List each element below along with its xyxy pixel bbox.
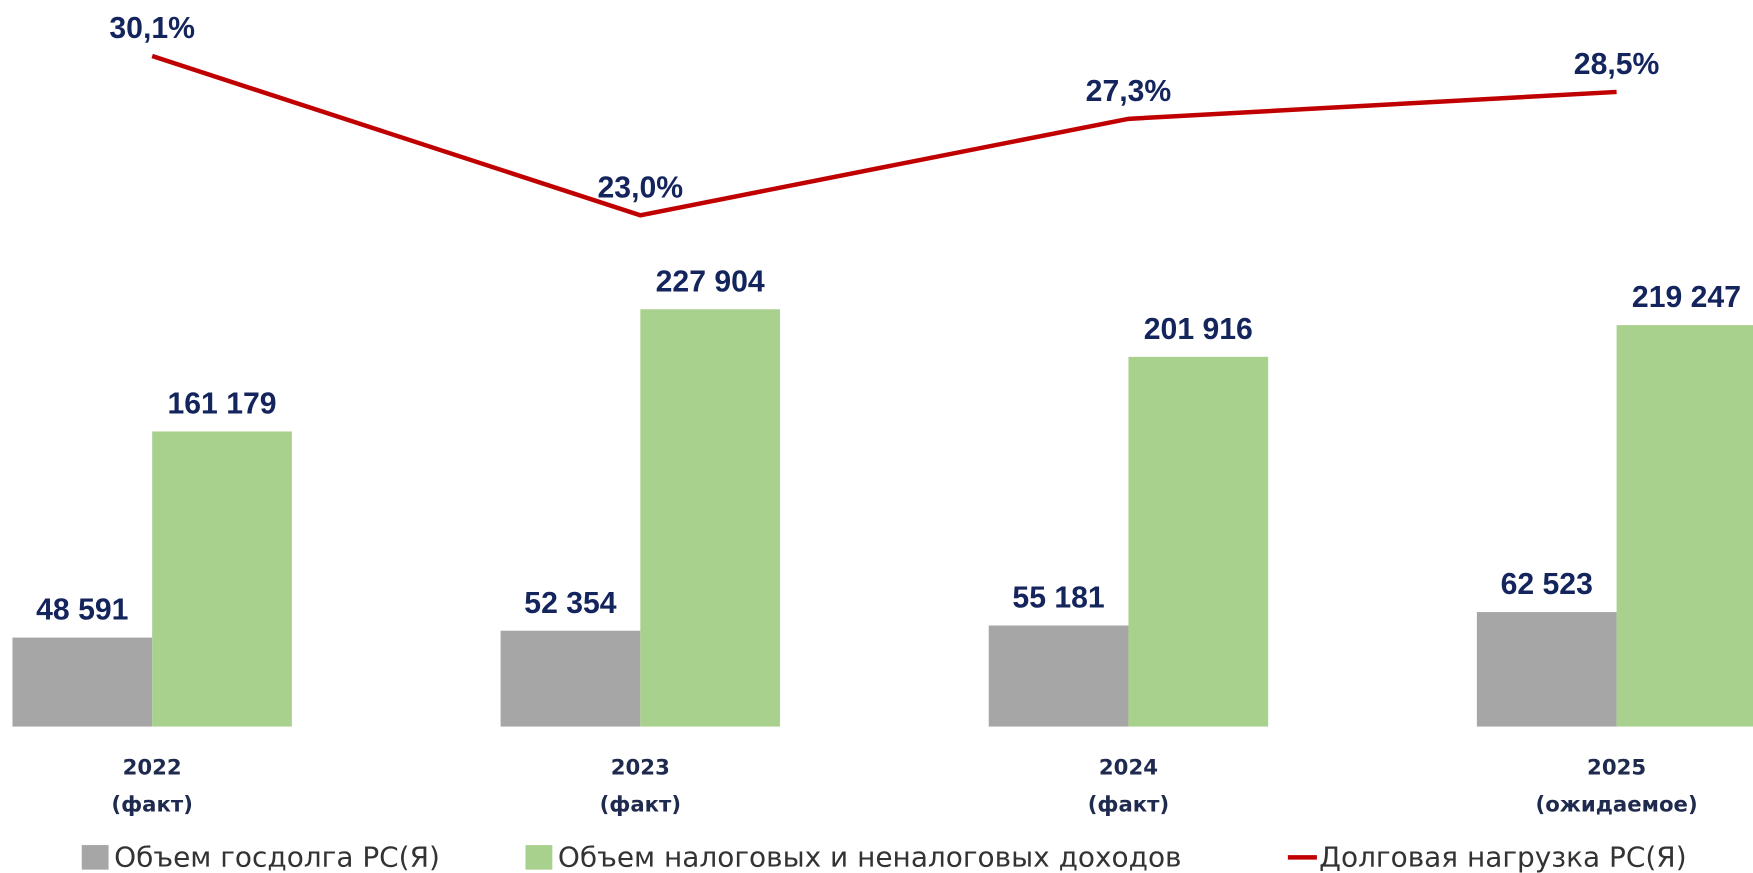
- line-value-label: 23,0%: [598, 171, 684, 204]
- bar-value-label: 219 247: [1632, 281, 1741, 314]
- bar-value-label: 55 181: [1012, 582, 1104, 615]
- legend-swatch: [81, 845, 109, 870]
- x-tick-label: (ожидаемое): [1536, 793, 1698, 818]
- bar: [1128, 356, 1269, 727]
- x-tick-label: 2022: [123, 756, 182, 781]
- x-tick-label: (факт): [1088, 793, 1169, 818]
- x-tick-label: 2023: [611, 756, 670, 781]
- bar: [988, 625, 1129, 727]
- bar: [152, 431, 292, 727]
- x-tick-label: 2025: [1587, 756, 1646, 781]
- bar: [12, 637, 153, 727]
- bar-value-label: 48 591: [36, 594, 128, 627]
- bar-value-label: 52 354: [524, 587, 617, 620]
- x-tick-label: (факт): [111, 793, 192, 818]
- bar: [1616, 325, 1753, 727]
- line-value-label: 27,3%: [1086, 75, 1172, 108]
- x-tick-label: 2024: [1099, 756, 1158, 781]
- bar-value-label: 62 523: [1501, 568, 1593, 601]
- line-value-label: 30,1%: [109, 12, 195, 45]
- bar: [640, 309, 781, 727]
- bar-value-label: 227 904: [656, 265, 765, 298]
- bar: [1476, 612, 1617, 727]
- legend-swatch: [525, 845, 553, 870]
- line: [151, 53, 1617, 218]
- legend-label: Объем налоговых и неналоговых доходов: [558, 840, 1182, 873]
- bar-value-label: 201 916: [1144, 313, 1253, 346]
- bar-value-label: 161 179: [167, 388, 276, 421]
- line-value-label: 28,5%: [1574, 48, 1660, 81]
- bar: [500, 630, 641, 727]
- legend-label: Объем госдолга РС(Я): [114, 840, 440, 873]
- x-tick-label: (факт): [600, 793, 681, 818]
- legend-label: Долговая нагрузка РС(Я): [1319, 840, 1686, 873]
